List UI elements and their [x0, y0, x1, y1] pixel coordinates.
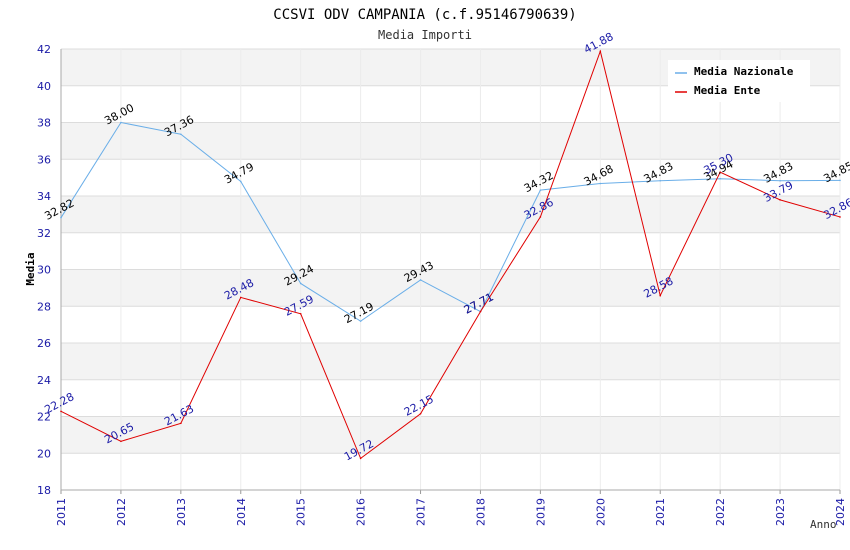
x-tick-label: 2023	[774, 498, 787, 526]
data-point	[839, 216, 841, 218]
data-point	[299, 312, 302, 315]
grid-bands	[61, 49, 840, 454]
axes	[60, 49, 841, 494]
x-tick-label: 2018	[474, 498, 487, 526]
chart-subtitle: Media Importi	[378, 28, 472, 42]
data-point	[479, 310, 482, 313]
x-tick-label: 2020	[594, 498, 607, 526]
y-axis-label: Media	[24, 252, 37, 285]
x-tick-label: 2014	[235, 498, 248, 526]
chart-title: CCSVI ODV CAMPANIA (c.f.95146790639)	[273, 7, 576, 23]
grid-band	[61, 416, 840, 454]
data-point	[719, 177, 721, 180]
x-tick-label: 2019	[534, 498, 547, 526]
x-tick-label: 2012	[115, 498, 128, 526]
data-point	[419, 279, 422, 281]
data-point	[180, 133, 182, 136]
y-tick-label: 42	[37, 43, 51, 56]
grid-band	[61, 269, 840, 307]
data-point	[539, 189, 542, 191]
legend-label-media-ente: Media Ente	[694, 84, 761, 97]
y-tick-label: 34	[37, 190, 51, 203]
legend-label-media-nazionale: Media Nazionale	[694, 65, 794, 78]
data-point	[719, 171, 721, 173]
x-tick-label: 2013	[175, 498, 188, 526]
x-tick-label: 2021	[654, 498, 667, 526]
y-tick-label: 38	[37, 117, 51, 130]
data-point	[539, 216, 542, 218]
data-point	[359, 320, 362, 322]
y-tick-label: 18	[37, 484, 51, 497]
data-point	[419, 412, 422, 415]
grid-band	[61, 196, 840, 233]
y-tick-label: 26	[37, 337, 51, 350]
legend-box	[668, 60, 810, 102]
data-point	[120, 121, 122, 124]
data-point	[659, 294, 662, 297]
data-point	[239, 296, 242, 299]
series-lines	[60, 49, 841, 460]
data-point	[60, 216, 62, 219]
y-tick-label: 22	[37, 411, 51, 424]
y-tick-label: 28	[37, 300, 51, 313]
data-point	[839, 179, 841, 182]
data-point	[599, 182, 602, 185]
data-point	[60, 410, 62, 413]
data-point	[659, 179, 662, 182]
x-axis-label: Anno	[810, 518, 837, 531]
x-tick-label: 2011	[55, 498, 68, 526]
y-tick-label: 36	[37, 153, 51, 166]
data-point	[120, 440, 122, 443]
series-line-media-nazionale	[60, 121, 841, 322]
y-tick-label: 40	[37, 80, 51, 93]
data-point	[299, 282, 302, 285]
y-tick-labels: 18 20 22 24 26 28 30 32 34 36 38 40 42	[37, 43, 51, 497]
grid-band	[61, 122, 840, 160]
y-tick-label: 30	[37, 264, 51, 277]
data-point	[599, 50, 602, 53]
y-tick-label: 24	[37, 374, 51, 387]
x-tick-label: 2016	[355, 498, 368, 526]
data-point	[180, 422, 182, 425]
grid-band	[61, 343, 840, 380]
x-tick-label: 2022	[714, 498, 727, 526]
x-tick-label: 2017	[415, 498, 428, 526]
data-point	[779, 179, 781, 182]
x-tick-labels: 2011 2012 2013 2014 2015 2016 2017 2018 2019 2020…	[55, 498, 847, 526]
x-tick-label: 2024	[834, 498, 847, 526]
data-point	[239, 180, 242, 183]
y-tick-label: 32	[37, 227, 51, 240]
legend: Media Nazionale Media Ente	[668, 60, 810, 102]
data-point	[359, 457, 362, 460]
data-point	[779, 199, 781, 201]
series-line-media-ente	[60, 49, 841, 460]
x-tick-label: 2015	[295, 498, 308, 526]
y-tick-label: 20	[37, 447, 51, 460]
